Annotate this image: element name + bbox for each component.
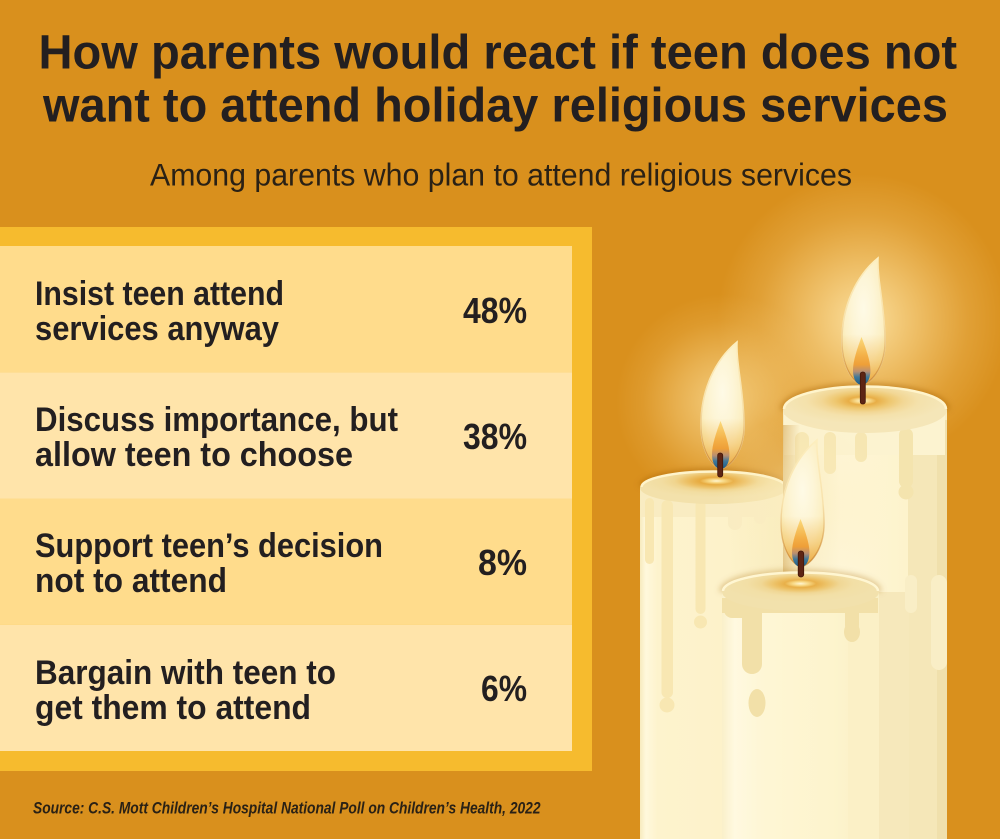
svg-text:not to attend: not to attend [35, 562, 227, 600]
svg-text:allow teen to choose: allow teen to choose [35, 436, 353, 474]
svg-text:get them to attend: get them to attend [35, 689, 311, 727]
svg-text:Among parents who plan to atte: Among parents who plan to attend religio… [150, 157, 852, 193]
svg-text:48%: 48% [463, 290, 527, 331]
svg-text:8%: 8% [478, 542, 527, 583]
svg-text:want to attend holiday religio: want to attend holiday religious service… [42, 80, 948, 133]
svg-text:Bargain with teen to: Bargain with teen to [35, 654, 336, 692]
svg-text:38%: 38% [463, 416, 527, 457]
svg-text:Insist teen attend: Insist teen attend [35, 275, 284, 313]
svg-text:Source: C.S. Mott Children’s H: Source: C.S. Mott Children’s Hospital Na… [33, 800, 541, 818]
svg-text:How parents would react if tee: How parents would react if teen does not [39, 27, 958, 80]
svg-text:services anyway: services anyway [35, 310, 279, 348]
svg-text:Support teen’s decision: Support teen’s decision [35, 527, 383, 565]
svg-text:Discuss importance, but: Discuss importance, but [35, 401, 398, 439]
svg-text:6%: 6% [481, 668, 527, 709]
